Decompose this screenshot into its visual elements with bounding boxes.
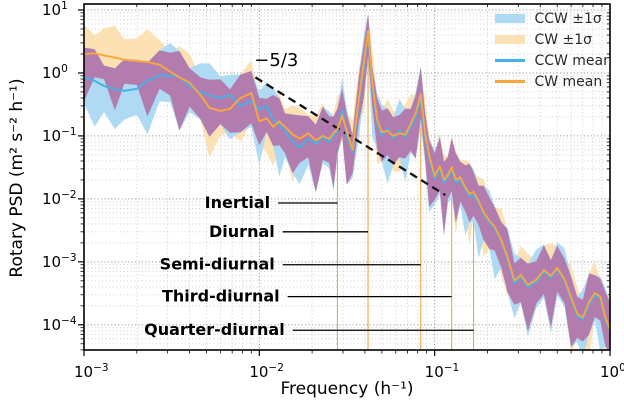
ccw-mean-swatch (495, 59, 526, 62)
slope-label: −5/3 (254, 50, 298, 71)
legend-label-cw-band: CW ±1σ (534, 31, 593, 48)
y-tick-label: 10−4 (42, 315, 77, 334)
annotation-label: Inertial (205, 193, 271, 212)
annotation-label: Third-diurnal (162, 287, 280, 306)
ccw-band-swatch (495, 14, 526, 23)
cw-mean-swatch (495, 80, 526, 83)
legend-row-ccw-mean: CCW mean (495, 50, 612, 71)
annotations: Inertial Diurnal Semi-diurnal Third-diurnal… (144, 193, 474, 339)
legend-label-ccw-mean: CCW mean (534, 52, 612, 69)
plot-border (83, 3, 611, 351)
y-axis-label: Rotary PSD (m² s⁻² h⁻¹) (7, 78, 27, 278)
annotation-label: Diurnal (209, 222, 275, 241)
y-tick-label: 100 (42, 63, 68, 82)
x-tick-label: 100 (600, 362, 624, 381)
legend-row-ccw-band: CCW ±1σ (495, 8, 612, 29)
cw-band-swatch (495, 35, 526, 44)
slope-reference-line (254, 76, 446, 197)
x-tick-label: 10−2 (249, 362, 284, 381)
y-tick-label: 10−1 (42, 126, 77, 145)
annotation-label: Quarter-diurnal (144, 320, 285, 339)
legend-row-cw-mean: CW mean (495, 71, 612, 92)
x-axis-label: Frequency (h⁻¹) (280, 379, 414, 399)
cw-mean-line (84, 30, 610, 330)
legend-row-cw-band: CW ±1σ (495, 29, 612, 50)
legend-label-cw-mean: CW mean (534, 73, 603, 90)
band-overlap (84, 14, 610, 350)
x-tick-label: 10−3 (74, 362, 109, 381)
legend: CCW ±1σ CW ±1σ CCW mean CW mean (495, 8, 612, 92)
legend-label-ccw-band: CCW ±1σ (534, 10, 602, 27)
x-tick-label: 10−1 (425, 362, 460, 381)
annotation-label: Semi-diurnal (160, 255, 275, 274)
y-tick-label: 10−2 (42, 189, 77, 208)
y-tick-label: 101 (42, 0, 68, 19)
y-tick-label: 10−3 (42, 252, 77, 271)
